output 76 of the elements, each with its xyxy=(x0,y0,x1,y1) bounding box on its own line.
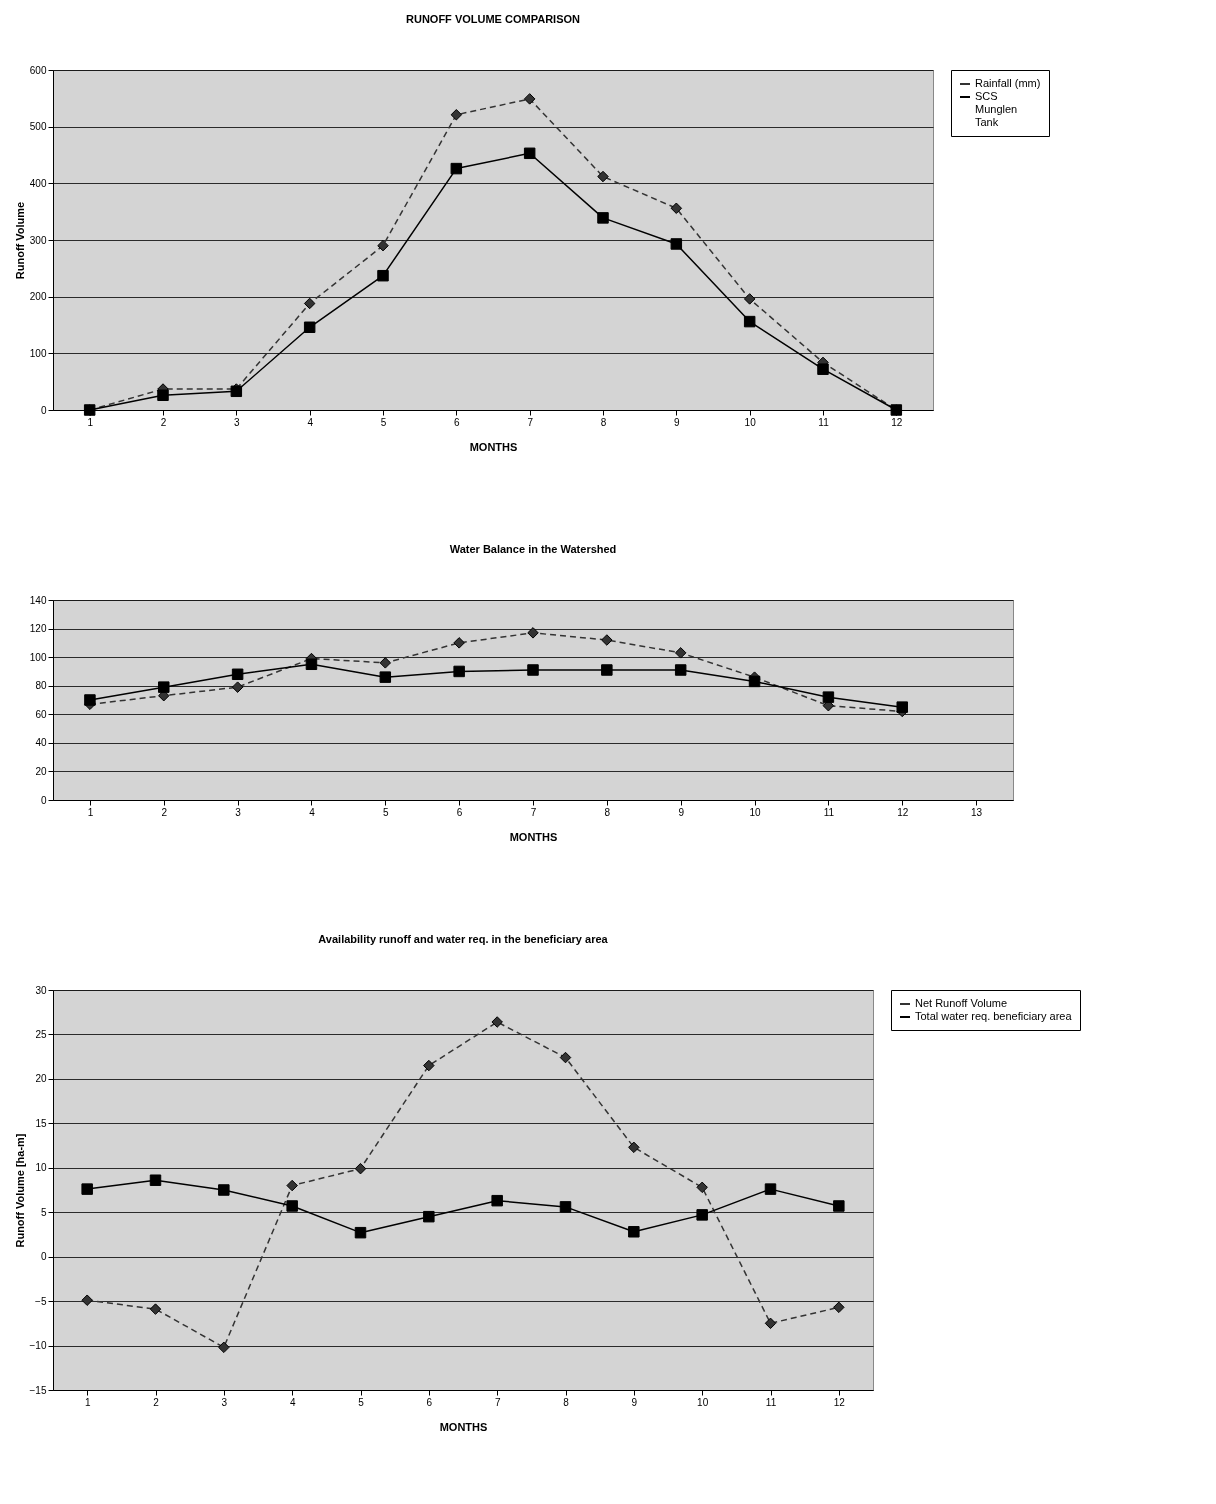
x-tick-label: 4 xyxy=(307,416,314,428)
x-tick-label: 10 xyxy=(749,806,762,818)
x-tick-label: 7 xyxy=(494,1396,501,1408)
y-tick-label: 500 xyxy=(29,121,47,133)
legend-label: Total water req. beneficiary area xyxy=(915,1010,1073,1022)
x-axis-title: MONTHS xyxy=(469,440,518,453)
x-tick-label: 12 xyxy=(833,1396,846,1408)
x-tick-label: 2 xyxy=(161,806,168,818)
x-axis-title: MONTHS xyxy=(439,1420,488,1433)
y-tick-label: 15 xyxy=(35,1117,47,1129)
x-tick-label: 10 xyxy=(744,416,757,428)
y-tick-label: −10 xyxy=(29,1340,47,1352)
x-tick-label: 8 xyxy=(600,416,607,428)
x-tick-label: 5 xyxy=(358,1396,365,1408)
x-tick-label: 6 xyxy=(426,1396,433,1408)
x-tick-label: 7 xyxy=(527,416,534,428)
x-tick-label: 10 xyxy=(697,1396,709,1408)
x-tick-label: 1 xyxy=(87,416,94,428)
x-tick-label: 4 xyxy=(309,806,316,818)
y-axis-title: Runoff Volume [ha-m] xyxy=(13,1133,26,1248)
x-tick-label: 1 xyxy=(84,1396,91,1408)
y-tick-label: −15 xyxy=(29,1384,47,1396)
y-tick-label: 100 xyxy=(29,347,47,359)
y-tick-label: 0 xyxy=(40,404,47,416)
text: Munglen xyxy=(975,103,1018,115)
y-tick-label: 25 xyxy=(35,1028,47,1040)
x-tick-label: 6 xyxy=(454,416,461,428)
y-tick-label: 20 xyxy=(35,765,47,777)
chart-title: RUNOFF VOLUME COMPARISON xyxy=(406,13,581,25)
y-tick-label: 40 xyxy=(35,737,47,749)
x-tick-label: 5 xyxy=(380,416,387,428)
x-tick-label: 8 xyxy=(604,806,611,818)
x-tick-label: 3 xyxy=(234,416,241,428)
x-tick-label: 11 xyxy=(818,416,830,428)
y-tick-label: 60 xyxy=(35,708,47,720)
y-tick-label: 30 xyxy=(35,984,47,996)
legend-label: SCS xyxy=(975,90,998,102)
y-tick-label: 0 xyxy=(40,794,47,806)
x-tick-label: 11 xyxy=(765,1396,777,1408)
x-tick-label: 5 xyxy=(383,806,390,818)
x-tick-label: 3 xyxy=(235,806,242,818)
y-tick-label: 120 xyxy=(29,623,47,635)
y-tick-label: −5 xyxy=(35,1295,47,1307)
y-tick-label: 400 xyxy=(29,177,47,189)
x-tick-label: 9 xyxy=(631,1396,638,1408)
y-tick-label: 80 xyxy=(35,680,47,692)
x-tick-label: 6 xyxy=(456,806,463,818)
x-tick-label: 13 xyxy=(971,806,983,818)
x-tick-label: 9 xyxy=(674,416,681,428)
x-tick-label: 4 xyxy=(289,1396,296,1408)
y-tick-label: 0 xyxy=(40,1251,47,1263)
y-tick-label: 10 xyxy=(35,1162,47,1174)
y-tick-label: 100 xyxy=(29,651,47,663)
x-tick-label: 2 xyxy=(160,416,167,428)
x-axis-title: MONTHS xyxy=(509,830,558,843)
x-tick-label: 2 xyxy=(153,1396,160,1408)
x-tick-label: 7 xyxy=(530,806,537,818)
legend-label: Net Runoff Volume xyxy=(915,997,1008,1009)
x-tick-label: 11 xyxy=(823,806,835,818)
x-tick-label: 8 xyxy=(563,1396,570,1408)
chart-title: Water Balance in the Watershed xyxy=(449,543,617,555)
chart-title: Availability runoff and water req. in the beneficiary area xyxy=(318,933,609,945)
x-tick-label: 3 xyxy=(221,1396,228,1408)
y-tick-label: 200 xyxy=(29,291,47,303)
text: Tank xyxy=(975,116,999,128)
y-tick-label: 300 xyxy=(29,234,47,246)
x-tick-label: 12 xyxy=(897,806,909,818)
y-tick-label: 600 xyxy=(29,64,47,76)
x-tick-label: 12 xyxy=(891,416,903,428)
y-tick-label: 5 xyxy=(40,1206,47,1218)
x-tick-label: 1 xyxy=(87,806,94,818)
x-tick-label: 9 xyxy=(678,806,685,818)
y-axis-title: Runoff Volume xyxy=(13,201,26,280)
legend-label: Rainfall (mm) xyxy=(975,77,1041,89)
y-tick-label: 20 xyxy=(35,1073,47,1085)
y-tick-label: 140 xyxy=(29,594,47,606)
